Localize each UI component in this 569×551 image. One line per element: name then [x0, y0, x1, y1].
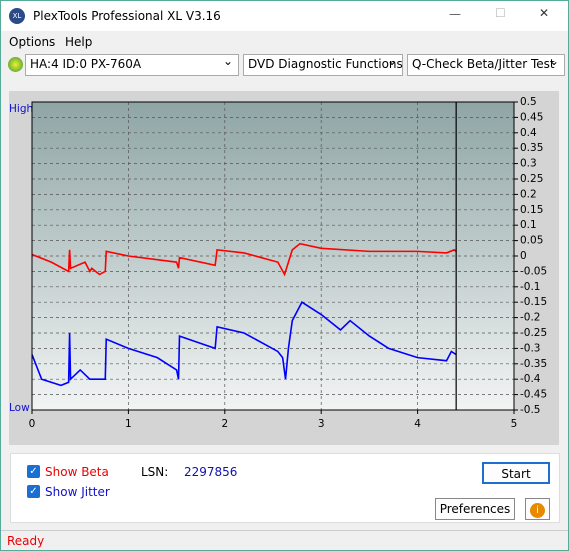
- menu-options[interactable]: Options: [9, 35, 56, 49]
- preferences-button[interactable]: Preferences: [435, 498, 515, 520]
- x-tick-label: 0: [29, 418, 36, 430]
- plot-border: [31, 101, 515, 411]
- window-title: PlexTools Professional XL V3.16: [33, 9, 221, 23]
- y-tick-label: 0: [520, 250, 527, 262]
- x-tick-label: 5: [511, 418, 518, 430]
- series-line: [31, 301, 457, 387]
- y-tick-label: 0.2: [520, 188, 537, 200]
- y-tick-label: -0.4: [520, 373, 541, 385]
- lsn-label: LSN:: [141, 465, 169, 479]
- series-line: [31, 242, 457, 277]
- lsn-value: 2297856: [184, 465, 238, 479]
- test-select[interactable]: Q-Check Beta/Jitter Test: [407, 54, 565, 76]
- drive-icon: [8, 57, 23, 72]
- y-tick-label: 0.25: [520, 173, 543, 185]
- chart: High Low 0.50.450.40.350.30.250.20.150.1…: [9, 91, 559, 445]
- y-tick-label: 0.05: [520, 235, 543, 247]
- jitter-label[interactable]: Show Jitter: [45, 485, 110, 499]
- app-icon: XL: [9, 8, 25, 24]
- high-label: High: [9, 103, 33, 115]
- low-label: Low: [9, 402, 30, 414]
- y-tick-label: 0.45: [520, 111, 543, 123]
- maximize[interactable]: ☐: [495, 6, 506, 20]
- y-tick-label: -0.35: [520, 358, 547, 370]
- jitter-checkbox[interactable]: ✓: [27, 485, 40, 498]
- function-select[interactable]: DVD Diagnostic Functions: [243, 54, 403, 76]
- y-tick-label: -0.05: [520, 265, 547, 277]
- y-tick-label: 0.4: [520, 127, 537, 139]
- menu-help[interactable]: Help: [65, 35, 93, 49]
- x-tick-label: 3: [318, 418, 325, 430]
- y-tick-label: -0.15: [520, 296, 547, 308]
- beta-label[interactable]: Show Beta: [45, 465, 109, 479]
- y-tick-label: -0.25: [520, 327, 547, 339]
- x-tick-label: 4: [414, 418, 421, 430]
- y-tick-label: -0.1: [520, 281, 541, 293]
- y-tick-label: 0.1: [520, 219, 537, 231]
- x-tick-label: 2: [221, 418, 228, 430]
- y-tick-label: 0.5: [520, 96, 537, 108]
- y-tick-label: 0.3: [520, 158, 537, 170]
- title-bar: XL PlexTools Professional XL V3.16 — ☐ ✕: [1, 1, 568, 31]
- status-bar: Ready: [1, 530, 568, 550]
- y-tick-label: 0.35: [520, 142, 543, 154]
- controls-panel: ✓ Show Beta ✓ Show Jitter LSN: 2297856 S…: [10, 453, 560, 523]
- y-tick-label: -0.45: [520, 389, 547, 401]
- x-tick-label: 1: [125, 418, 132, 430]
- close[interactable]: ✕: [539, 6, 550, 20]
- y-tick-label: -0.5: [520, 404, 541, 416]
- y-tick-label: 0.15: [520, 204, 543, 216]
- y-tick-label: -0.3: [520, 342, 541, 354]
- info-button[interactable]: i: [525, 498, 550, 520]
- y-tick-label: -0.2: [520, 312, 541, 324]
- status-text: Ready: [7, 534, 45, 548]
- start-button[interactable]: Start: [482, 462, 550, 484]
- minimize[interactable]: —: [449, 7, 461, 21]
- beta-checkbox[interactable]: ✓: [27, 465, 40, 478]
- drive-select[interactable]: HA:4 ID:0 PX-760A: [25, 54, 239, 76]
